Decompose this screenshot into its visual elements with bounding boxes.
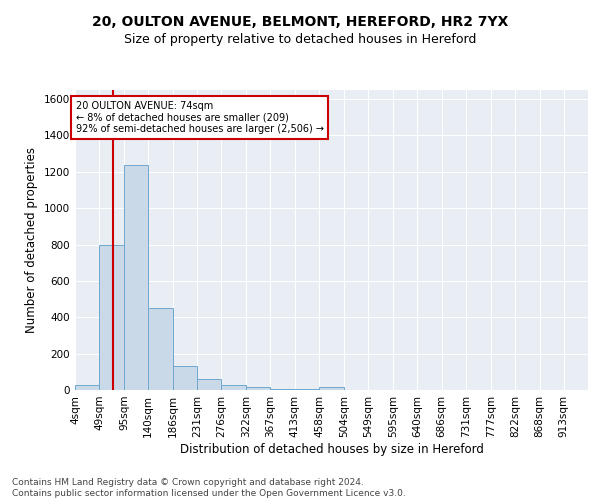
Y-axis label: Number of detached properties: Number of detached properties — [25, 147, 38, 333]
Bar — [148, 308, 173, 390]
X-axis label: Distribution of detached houses by size in Hereford: Distribution of detached houses by size … — [179, 442, 484, 456]
Bar — [124, 164, 148, 390]
Bar — [319, 386, 344, 390]
Text: 20, OULTON AVENUE, BELMONT, HEREFORD, HR2 7YX: 20, OULTON AVENUE, BELMONT, HEREFORD, HR… — [92, 15, 508, 29]
Text: 20 OULTON AVENUE: 74sqm
← 8% of detached houses are smaller (209)
92% of semi-de: 20 OULTON AVENUE: 74sqm ← 8% of detached… — [76, 101, 323, 134]
Text: Size of property relative to detached houses in Hereford: Size of property relative to detached ho… — [124, 32, 476, 46]
Bar — [197, 378, 221, 390]
Bar — [270, 389, 295, 390]
Bar — [246, 386, 270, 390]
Bar — [295, 389, 319, 390]
Bar — [173, 366, 197, 390]
Bar — [221, 386, 246, 390]
Text: Contains HM Land Registry data © Crown copyright and database right 2024.
Contai: Contains HM Land Registry data © Crown c… — [12, 478, 406, 498]
Bar — [75, 386, 99, 390]
Bar — [99, 244, 124, 390]
